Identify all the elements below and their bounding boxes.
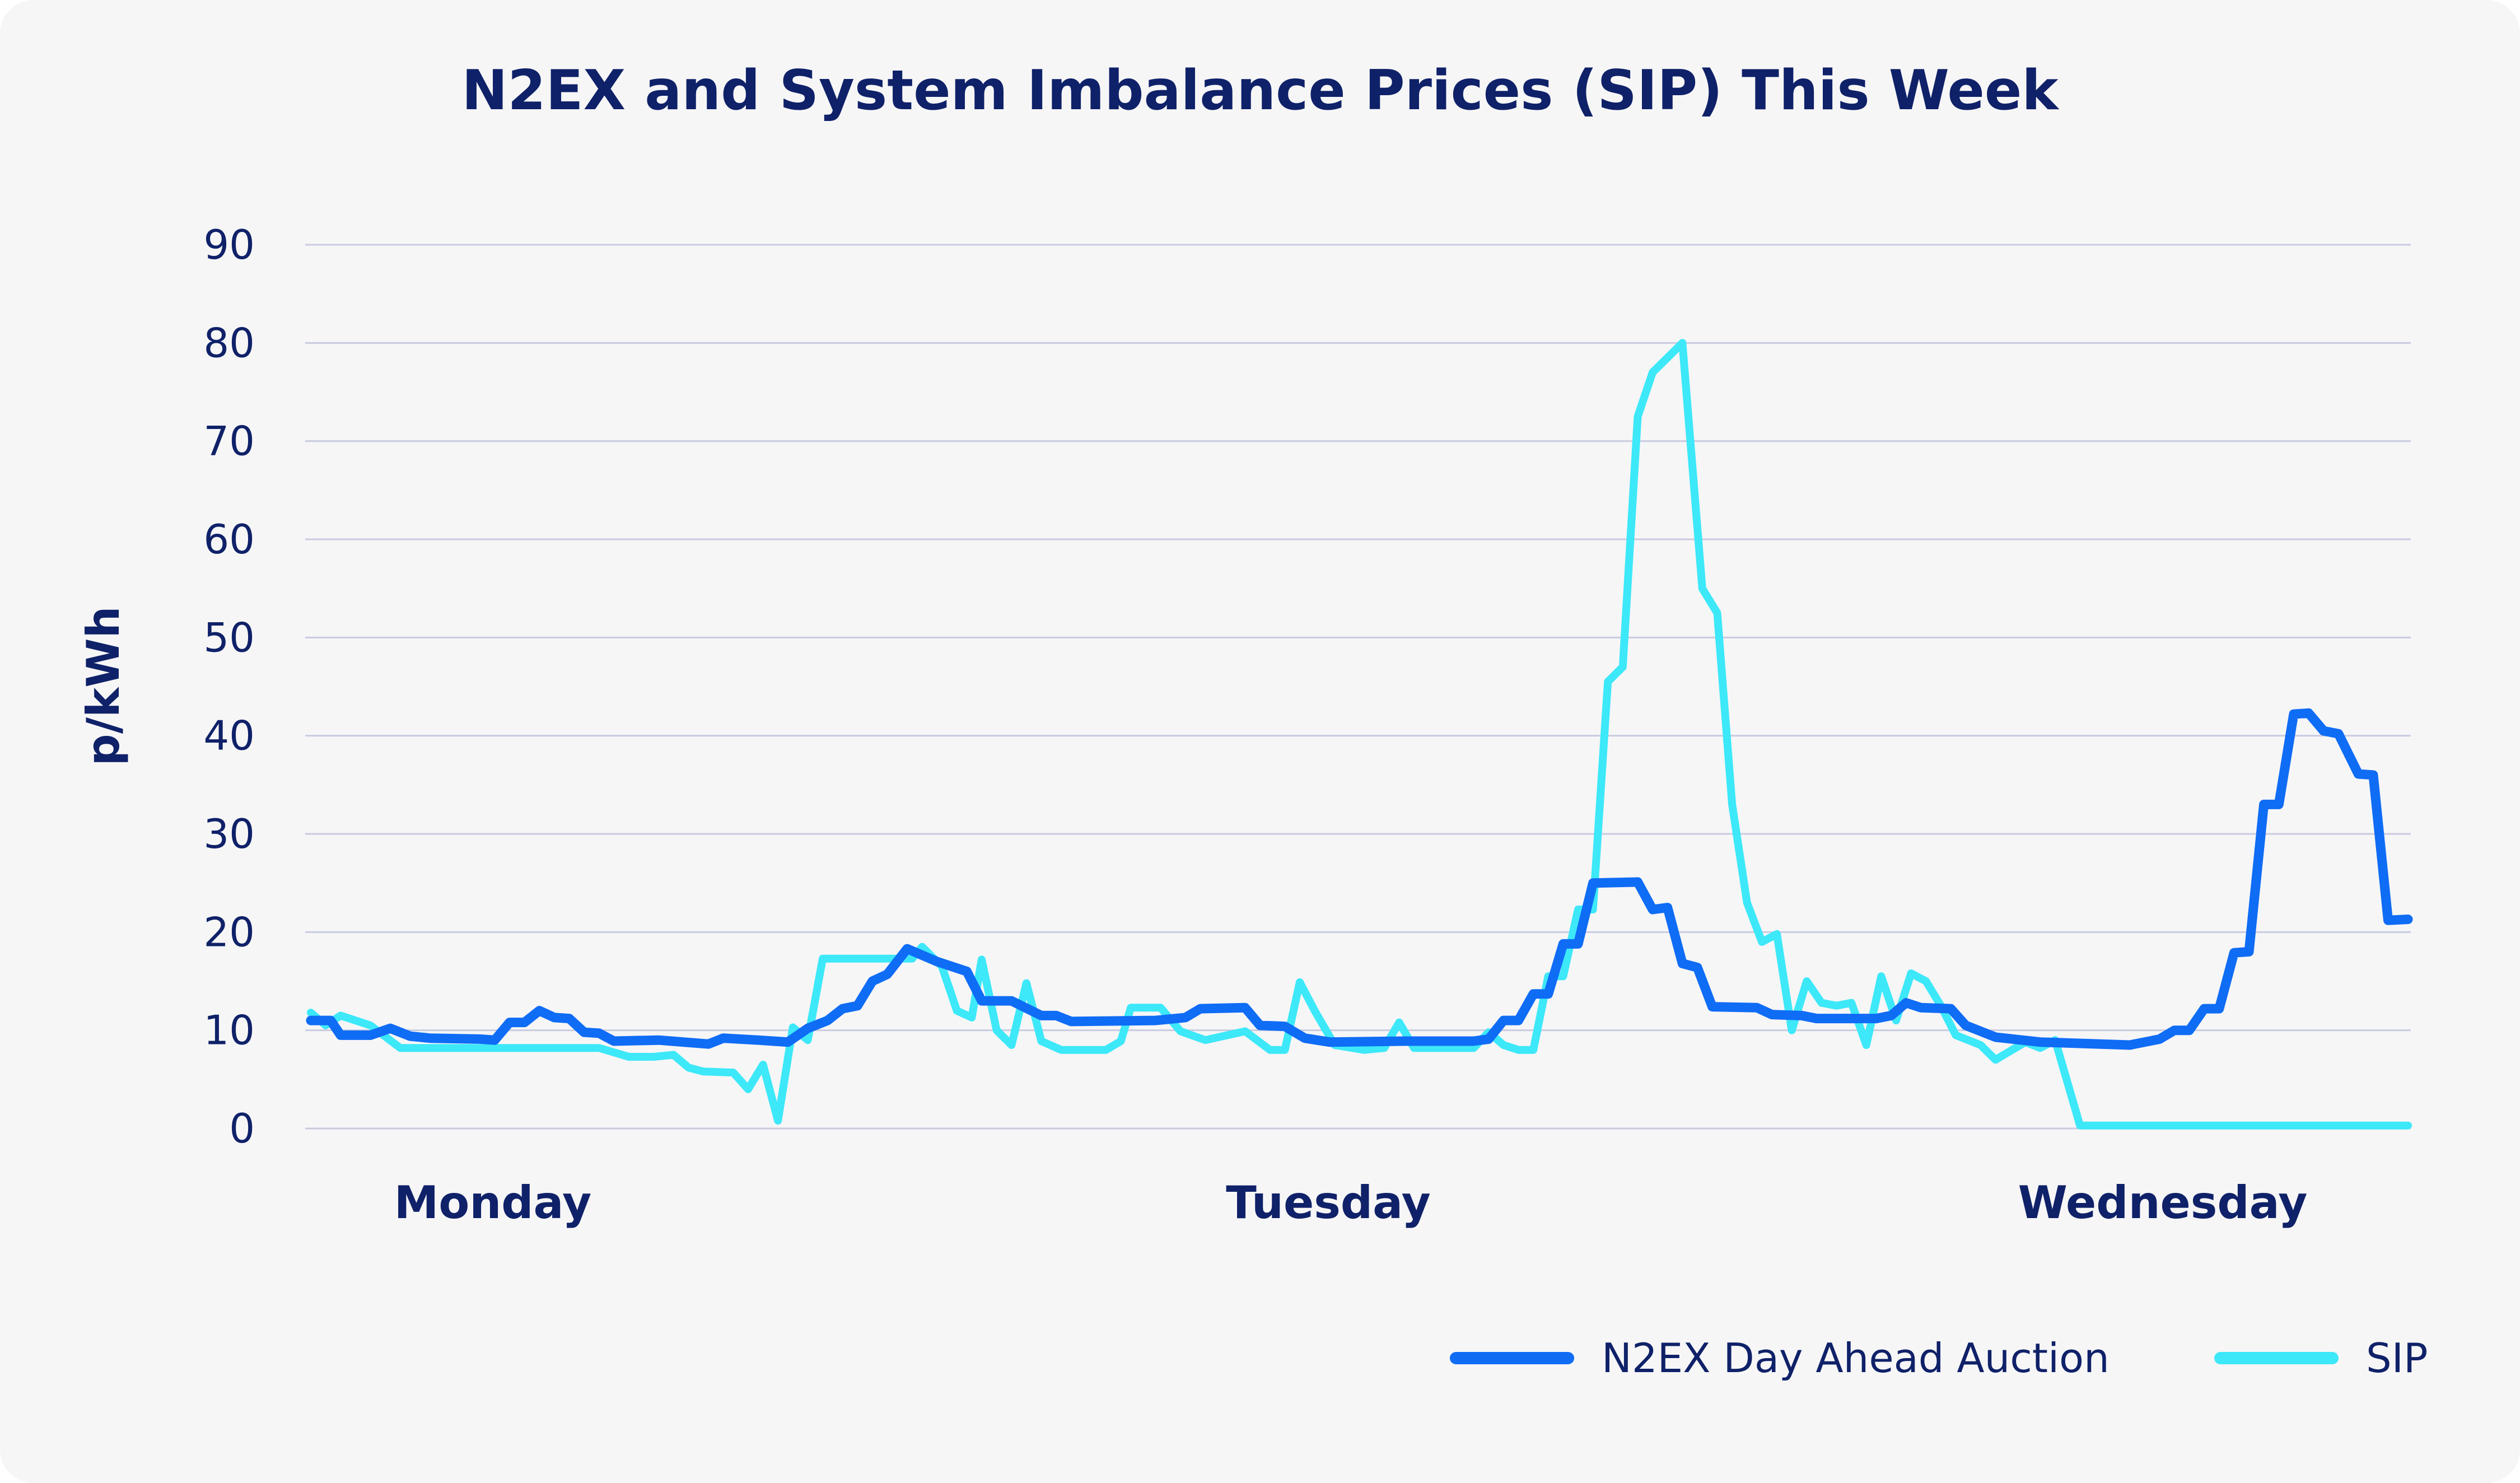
y-tick-label: 10 — [203, 1007, 255, 1054]
y-tick-label: 0 — [229, 1105, 255, 1152]
y-tick-label: 40 — [203, 712, 255, 759]
legend: N2EX Day Ahead Auction SIP — [1450, 1335, 2428, 1382]
chart-title: N2EX and System Imbalance Prices (SIP) T… — [461, 59, 2060, 123]
y-tick-label: 90 — [203, 221, 255, 268]
series-line-n2ex — [306, 708, 2413, 1050]
x-axis-categories: Monday Tuesday Wednesday — [394, 1177, 2308, 1229]
y-axis-ticks: 0 10 20 30 40 50 60 70 80 90 — [203, 221, 255, 1152]
y-tick-label: 70 — [203, 418, 255, 465]
series-line-sip — [307, 339, 2412, 1130]
y-tick-label: 60 — [203, 516, 255, 563]
y-tick-label: 20 — [203, 908, 255, 955]
legend-label-sip: SIP — [2366, 1335, 2428, 1382]
series-lines — [306, 339, 2413, 1130]
x-category-label: Monday — [394, 1177, 591, 1229]
y-axis-label: p/kWh — [77, 607, 129, 766]
y-tick-label: 30 — [203, 810, 255, 857]
y-tick-label: 80 — [203, 319, 255, 366]
grid-lines — [305, 244, 2411, 1130]
y-tick-label: 50 — [203, 614, 255, 661]
x-category-label: Wednesday — [2018, 1177, 2308, 1229]
legend-label-n2ex: N2EX Day Ahead Auction — [1602, 1335, 2110, 1382]
x-category-label: Tuesday — [1226, 1177, 1431, 1229]
